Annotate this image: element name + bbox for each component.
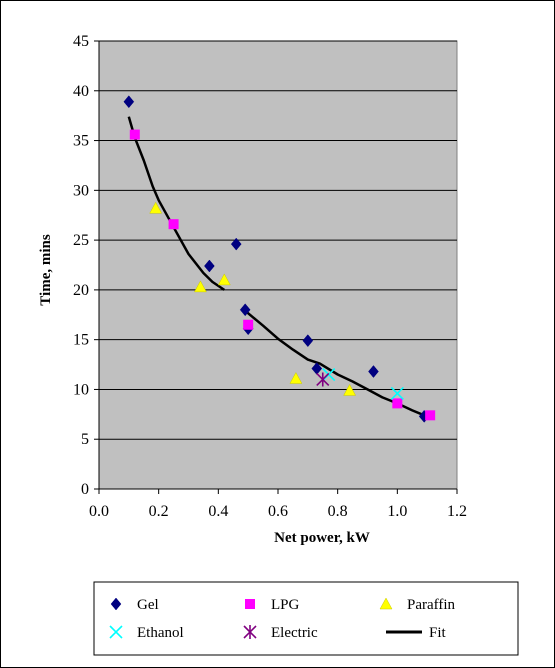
- legend-marker-gel: [110, 597, 122, 611]
- point-paraffin-0: [149, 201, 163, 214]
- legend-marker-electric: [243, 625, 257, 639]
- y-tick-label-25: 25: [73, 232, 89, 249]
- point-paraffin-1: [194, 280, 207, 293]
- point-lpg-3: [392, 398, 403, 409]
- legend-label-lpg: LPG: [271, 597, 300, 613]
- point-ethanol-1: [390, 386, 404, 400]
- x-tick-label-1.2: 1.2: [447, 503, 467, 520]
- x-axis-title: Net power, kW: [274, 530, 370, 546]
- legend-marker-lpg: [245, 599, 255, 609]
- legend: Gel LPG Paraffin Ethanol Electric Fit: [93, 581, 519, 656]
- point-paraffin-4: [343, 383, 357, 396]
- point-gel-0: [123, 95, 135, 109]
- legend-label-fit: Fit: [429, 625, 447, 641]
- plot-area: [98, 40, 458, 490]
- y-tick-label-10: 10: [73, 381, 89, 398]
- point-ethanol-1-stroke-b: [390, 386, 404, 400]
- point-lpg-4: [425, 410, 436, 421]
- series-fit-segment-0: [127, 116, 225, 291]
- legend-label-ethanol: Ethanol: [137, 625, 184, 641]
- y-tick-label-15: 15: [73, 332, 89, 349]
- point-lpg-1: [168, 219, 179, 230]
- x-tick-label-0.0: 0.0: [89, 503, 109, 520]
- legend-label-gel: Gel: [137, 597, 159, 613]
- legend-marker-ethanol: [109, 625, 123, 639]
- point-gel-5: [302, 334, 314, 348]
- legend-marker-ethanol-stroke-b: [109, 625, 123, 639]
- x-tick-label-1.0: 1.0: [387, 503, 407, 520]
- y-tick-label-0: 0: [81, 481, 89, 498]
- y-tick-label-35: 35: [73, 133, 89, 150]
- legend-marker-paraffin: [379, 597, 393, 610]
- point-gel-3: [239, 303, 251, 317]
- x-tick-label-0.6: 0.6: [268, 503, 288, 520]
- point-lpg-0: [129, 129, 140, 140]
- legend-label-electric: Electric: [271, 625, 318, 641]
- point-paraffin-3: [289, 371, 303, 384]
- axes: 0 5 10 15 20 25 30 35 40 45 0.0 0.2 0.4 0.6 0.8 1.0 1.2: [73, 33, 467, 520]
- point-gel-7: [368, 365, 379, 378]
- data-series: [123, 95, 436, 423]
- legend-box: [93, 581, 519, 656]
- y-tick-label-5: 5: [81, 431, 89, 448]
- legend-label-paraffin: Paraffin: [407, 597, 456, 613]
- point-lpg-2: [243, 319, 254, 330]
- x-tick-label-0.8: 0.8: [328, 503, 348, 520]
- y-tick-label-45: 45: [73, 33, 89, 50]
- point-paraffin-2: [217, 273, 231, 286]
- y-tick-label-40: 40: [73, 83, 89, 100]
- y-tick-label-30: 30: [73, 182, 89, 199]
- y-axis-title: Time, mins: [38, 234, 54, 306]
- point-gel-2: [230, 237, 242, 251]
- x-tick-label-0.2: 0.2: [149, 503, 169, 520]
- x-tick-label-0.4: 0.4: [208, 503, 228, 520]
- y-tick-label-20: 20: [73, 282, 89, 299]
- point-gel-1: [204, 259, 215, 273]
- point-electric-0: [316, 372, 330, 387]
- plot-background: [98, 40, 458, 490]
